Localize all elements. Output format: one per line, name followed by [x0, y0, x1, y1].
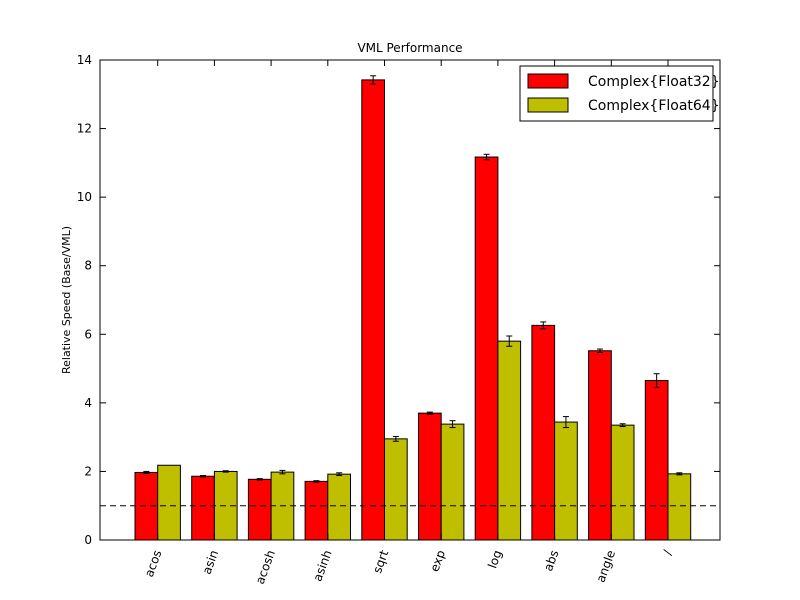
x-tick-label: sqrt [370, 548, 391, 575]
x-tick-label: log [485, 548, 504, 570]
legend-swatch-series2 [527, 97, 569, 113]
bar-abs-series1 [531, 324, 556, 541]
y-tick-label: 4 [84, 396, 92, 410]
x-tick-label: asinh [310, 548, 334, 583]
x-tick-label: / [660, 547, 675, 556]
bar-log-series2 [497, 340, 522, 541]
y-tick-label: 6 [84, 327, 92, 341]
x-tick-label: acosh [253, 548, 278, 586]
bar-/-series2 [667, 473, 692, 541]
plot-frame [99, 59, 721, 541]
y-tick-label: 2 [84, 464, 92, 478]
bar-acosh-series1 [247, 478, 272, 541]
y-tick-label: 14 [77, 53, 92, 67]
y-tick-label: 0 [84, 533, 92, 547]
bar-acos-series1 [134, 471, 159, 541]
bar-angle-series2 [610, 424, 635, 541]
y-tick-label: 10 [77, 190, 92, 204]
legend-label-series1: Complex{Float32} [588, 74, 720, 90]
bar-/-series1 [644, 380, 669, 541]
x-tick-label: acos [142, 548, 165, 579]
bar-asinh-series2 [327, 473, 351, 541]
bar-acos-series2 [157, 464, 181, 541]
x-tick-label: angle [594, 548, 619, 584]
x-tick-label: exp [427, 548, 448, 573]
bar-sqrt-series2 [384, 438, 408, 541]
bar-exp-series2 [440, 423, 465, 541]
bar-abs-series2 [554, 421, 578, 541]
bar-exp-series1 [418, 412, 442, 541]
y-axis-ticks: 0 2 4 6 8 10 12 14 [77, 53, 720, 547]
bar-asin-series1 [191, 475, 215, 541]
bars-group [134, 79, 692, 541]
y-tick-label: 8 [84, 259, 92, 273]
bar-angle-series1 [588, 350, 612, 541]
bar-asinh-series1 [304, 480, 329, 541]
y-axis-label: Relative Speed (Base/VML) [60, 226, 73, 374]
legend: Complex{Float32} Complex{Float64} [519, 65, 720, 122]
bar-log-series1 [474, 156, 499, 541]
x-tick-label: abs [541, 548, 561, 573]
legend-label-series2: Complex{Float64} [588, 98, 720, 114]
legend-swatch-series1 [527, 73, 569, 89]
x-tick-label: asin [200, 548, 222, 576]
bar-sqrt-series1 [361, 79, 385, 541]
error-bars-group [143, 75, 683, 483]
chart-title: VML Performance [357, 41, 462, 55]
y-tick-label: 12 [77, 122, 92, 136]
